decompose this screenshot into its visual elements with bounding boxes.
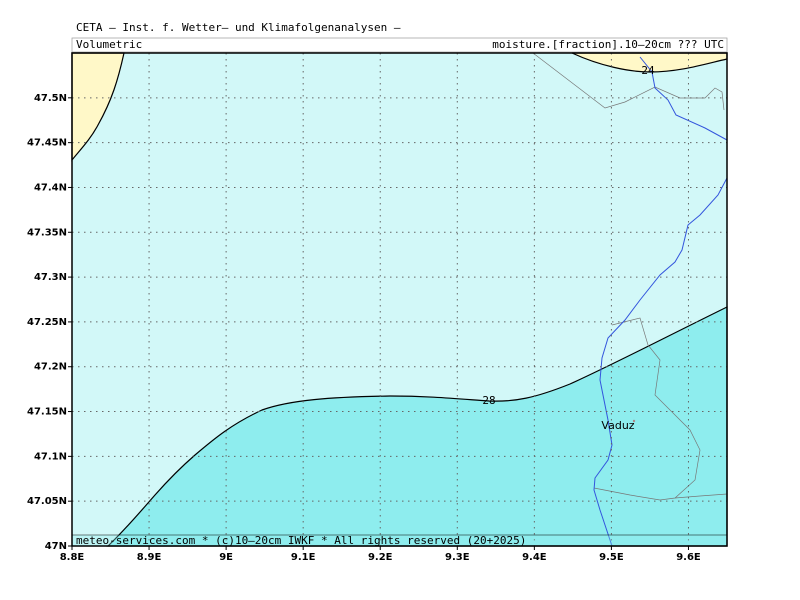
border [532, 52, 725, 111]
river [639, 56, 728, 141]
y-tick-label: 47.15N [27, 407, 67, 418]
region-low [571, 52, 728, 73]
header-left: Volumetric [76, 38, 142, 51]
y-tick-label: 47.2N [34, 362, 67, 373]
contour-label: 28 [482, 394, 495, 407]
x-tick-label: 9.6E [676, 552, 701, 563]
y-tick-label: 47.25N [27, 317, 67, 328]
header-title: CETA – Inst. f. Wetter– und Klimafolgena… [76, 21, 401, 34]
frame [71, 52, 728, 547]
x-tick-label: 9E [219, 552, 233, 563]
plot-area [71, 52, 728, 547]
place-marker [632, 419, 636, 423]
y-tick-label: 47N [45, 541, 67, 552]
header-bar [71, 37, 728, 53]
header-right: moisture.[fraction].10–20cm ??? UTC [492, 38, 724, 51]
x-tick-label: 8.8E [60, 552, 85, 563]
y-tick-label: 47.35N [27, 227, 67, 238]
x-tick-label: 9.4E [522, 552, 547, 563]
y-tick-label: 47.05N [27, 496, 67, 507]
x-tick-label: 9.1E [291, 552, 316, 563]
grid [68, 53, 727, 550]
y-tick-label: 47.5N [34, 93, 67, 104]
contour-label: 24 [641, 64, 655, 77]
border [593, 317, 701, 501]
x-tick-label: 8.9E [137, 552, 162, 563]
region-low [71, 52, 125, 162]
y-tick-label: 47.1N [34, 451, 67, 462]
border [674, 493, 728, 499]
y-tick-label: 47.4N [34, 182, 67, 193]
footer: meteo-services.com * (c)10–20cm IWKF * A… [76, 534, 526, 547]
region-high [106, 306, 728, 547]
river [593, 177, 728, 547]
x-tick-label: 9.2E [368, 552, 393, 563]
y-tick-label: 47.45N [27, 138, 67, 149]
y-tick-label: 47.3N [34, 272, 67, 283]
place-label: Vaduz [601, 419, 634, 432]
x-tick-label: 9.5E [599, 552, 624, 563]
x-tick-label: 9.3E [445, 552, 470, 563]
